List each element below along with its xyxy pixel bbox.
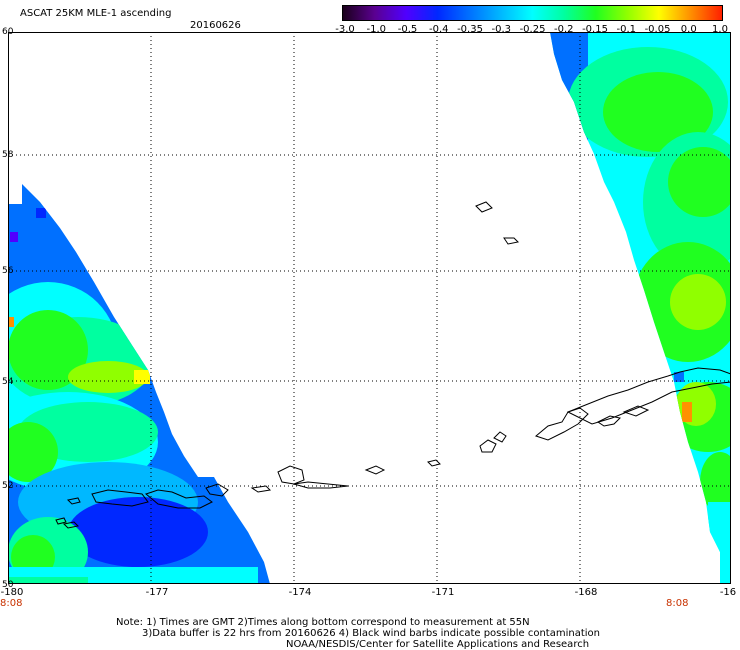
colorbar-label: -1.0 [366, 24, 387, 35]
lat-label-50: 50 [2, 580, 14, 590]
plot-frame [8, 32, 731, 584]
time-label-right: 8:08 [666, 598, 689, 609]
lat-label-60: 60 [2, 27, 14, 37]
colorbar-label: 0.0 [680, 24, 697, 35]
footnote-line-3: NOAA/NESDIS/Center for Satellite Applica… [286, 639, 590, 650]
colorbar [342, 5, 723, 21]
island-15 [622, 405, 650, 417]
colorbar-label: -0.1 [616, 24, 637, 35]
west-darkblue [68, 497, 208, 567]
island-7 [427, 459, 441, 467]
colorbar-label: -0.25 [519, 24, 546, 35]
west-yg-1 [68, 361, 148, 393]
island-9 [503, 237, 520, 245]
west-green-2 [8, 422, 58, 482]
colorbar-label: -0.05 [644, 24, 671, 35]
colorbar-label: -0.5 [397, 24, 418, 35]
map-plot [8, 32, 731, 584]
island-2 [205, 483, 229, 497]
west-purple-cell [10, 232, 18, 242]
island-13 [566, 367, 731, 425]
east-blue-cell [674, 372, 684, 382]
colorbar-label: -0.15 [582, 24, 608, 35]
island-17 [55, 517, 67, 525]
map-title: ASCAT 25KM MLE-1 ascending [20, 8, 172, 19]
island-5 [250, 485, 272, 493]
lat-label-56: 56 [2, 266, 14, 276]
colorbar-label: -3.0 [335, 24, 355, 35]
west-dark-cell [36, 208, 46, 218]
west-swath [8, 184, 270, 584]
footnotes: Note: 1) Times are GMT 2)Times along bot… [116, 617, 600, 650]
east-fill [550, 32, 731, 584]
east-swath [550, 32, 731, 584]
colorbar-label: -0.35 [457, 24, 483, 35]
east-orange [682, 402, 692, 422]
island-10 [479, 439, 497, 453]
lon-label-180: -180 [0, 587, 24, 598]
lon-label-177: -177 [145, 587, 169, 598]
island-12 [534, 407, 589, 441]
coastline [55, 201, 731, 529]
east-green-1 [603, 72, 713, 152]
island-6 [364, 465, 386, 475]
lat-label-52: 52 [2, 481, 14, 491]
west-orange-cell [8, 317, 14, 327]
west-fill [8, 184, 270, 584]
east-green-2 [668, 147, 731, 217]
island-14 [597, 415, 622, 427]
west-bottom-2 [8, 577, 88, 584]
lon-label-171: -171 [431, 587, 455, 598]
island-3 [277, 465, 305, 485]
island-16 [66, 497, 81, 505]
island-0 [91, 489, 149, 507]
colorbar-label: -0.2 [553, 24, 574, 35]
island-8 [475, 201, 493, 213]
footnote-line-1: Note: 1) Times are GMT 2)Times along bot… [116, 617, 530, 628]
island-1 [144, 489, 213, 509]
west-green-1 [8, 310, 88, 390]
colorbar-label: -0.4 [428, 24, 449, 35]
lat-label-58: 58 [2, 150, 14, 160]
east-cyan-bottom [708, 502, 731, 584]
footnote-line-2: 3)Data buffer is 22 hrs from 20160626 4)… [142, 628, 600, 639]
west-yellow-1 [134, 370, 150, 384]
east-yg-1 [670, 274, 726, 330]
lat-label-54: 54 [2, 377, 14, 387]
map-date: 20160626 [190, 20, 241, 31]
colorbar-label: -0.3 [491, 24, 512, 35]
lon-label-165: -16 [719, 587, 737, 598]
lon-label-174: -174 [288, 587, 312, 598]
time-label-left: 8:08 [0, 598, 23, 609]
colorbar-label: 1.0 [712, 24, 728, 35]
island-18 [62, 521, 80, 529]
island-11 [493, 431, 507, 443]
lon-label-168: -168 [574, 587, 598, 598]
island-4 [293, 481, 349, 489]
